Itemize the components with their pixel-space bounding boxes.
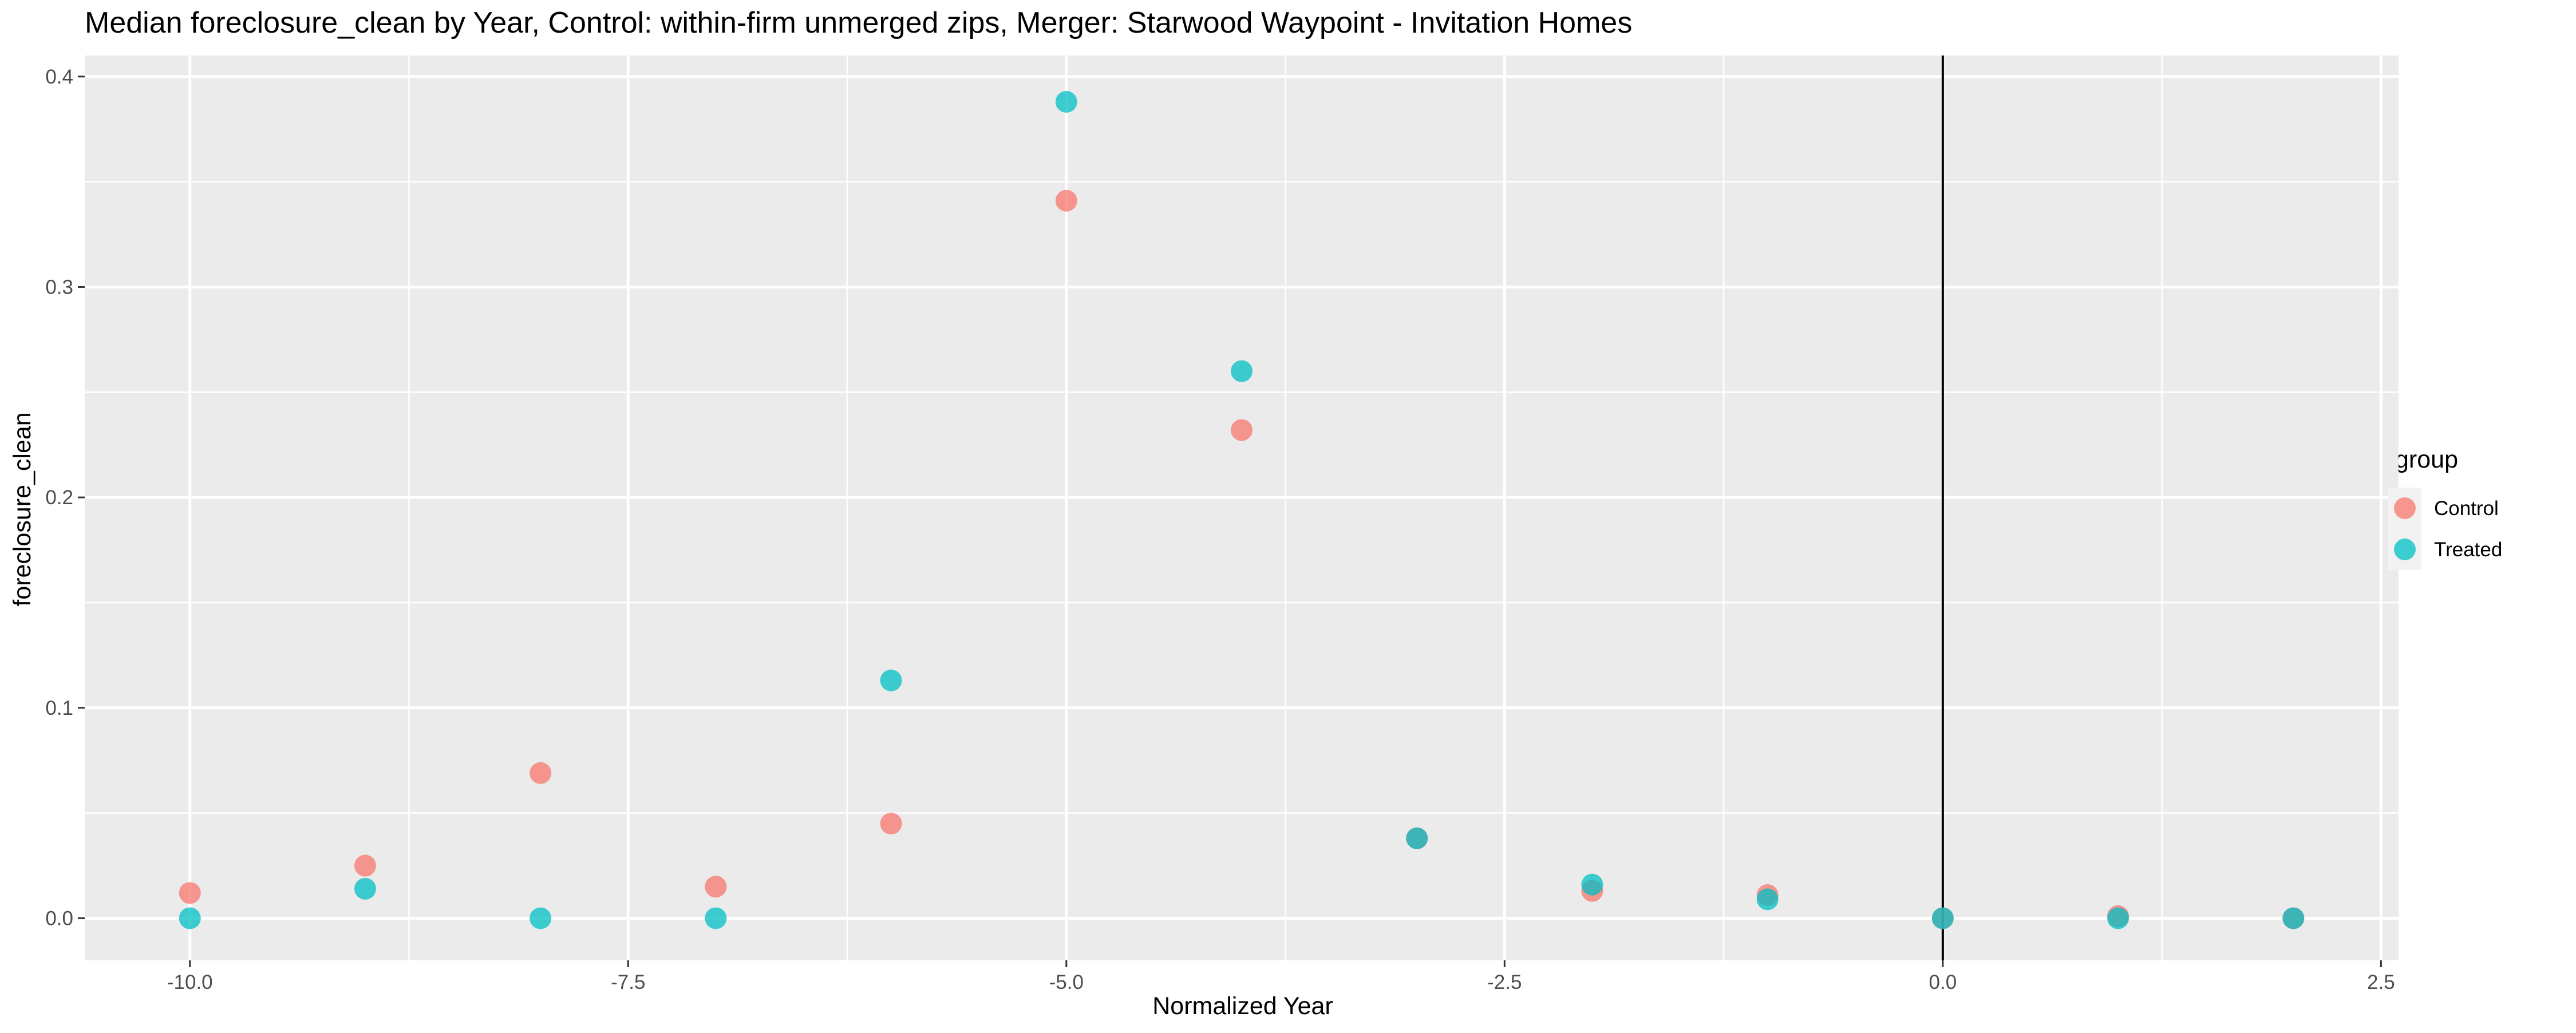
legend-label-treated: Treated [2434,539,2502,561]
legend-title: group [2395,446,2458,473]
data-point-treated [179,907,201,929]
data-point-treated [530,907,552,929]
data-point-control [1055,189,1077,212]
series-treated [179,90,2305,929]
plot-panel [85,56,2399,960]
legend-label-control: Control [2434,497,2499,520]
x-axis-label: Normalized Year [1152,992,1333,1020]
data-point-control [705,876,727,898]
data-point-treated [2282,907,2305,929]
data-point-control [1231,419,1253,441]
data-point-treated [880,669,902,691]
data-point-treated [2107,907,2129,929]
x-tick-label: -5.0 [1049,971,1084,994]
data-point-treated [705,907,727,929]
y-tick-label: 0.1 [45,697,73,719]
x-tick-label: -10.0 [167,971,213,994]
y-tick-label: 0.3 [45,276,73,298]
legend: Control Treated [2388,488,2502,570]
data-point-control [179,882,201,904]
y-tick-label: 0.2 [45,486,73,509]
data-point-control [880,813,902,835]
x-tick-label: -2.5 [1487,971,1522,994]
x-tick-label: 0.0 [1929,971,1957,994]
y-axis: 0.0 0.1 0.2 0.3 0.4 [45,66,85,929]
data-point-treated [1406,827,1428,849]
x-tick-label: -7.5 [611,971,645,994]
legend-key-control [2394,497,2416,519]
data-point-control [530,762,552,784]
data-points [179,90,2305,929]
legend-key-treated [2394,539,2416,560]
chart-title: Median foreclosure_clean by Year, Contro… [85,6,1632,39]
y-tick-label: 0.4 [45,66,73,88]
data-point-treated [1931,907,1954,929]
data-point-treated [1231,360,1253,382]
y-axis-label: foreclosure_clean [9,412,36,606]
data-point-treated [1756,888,1779,911]
data-point-treated [1581,873,1603,896]
x-tick-label: 2.5 [2367,971,2395,994]
plot-background [85,56,2399,960]
y-tick-label: 0.0 [45,907,73,929]
data-point-treated [1055,90,1077,113]
x-axis: -10.0 -7.5 -5.0 -2.5 0.0 2.5 [167,960,2395,994]
data-point-treated [354,877,376,900]
data-point-control [354,854,376,877]
